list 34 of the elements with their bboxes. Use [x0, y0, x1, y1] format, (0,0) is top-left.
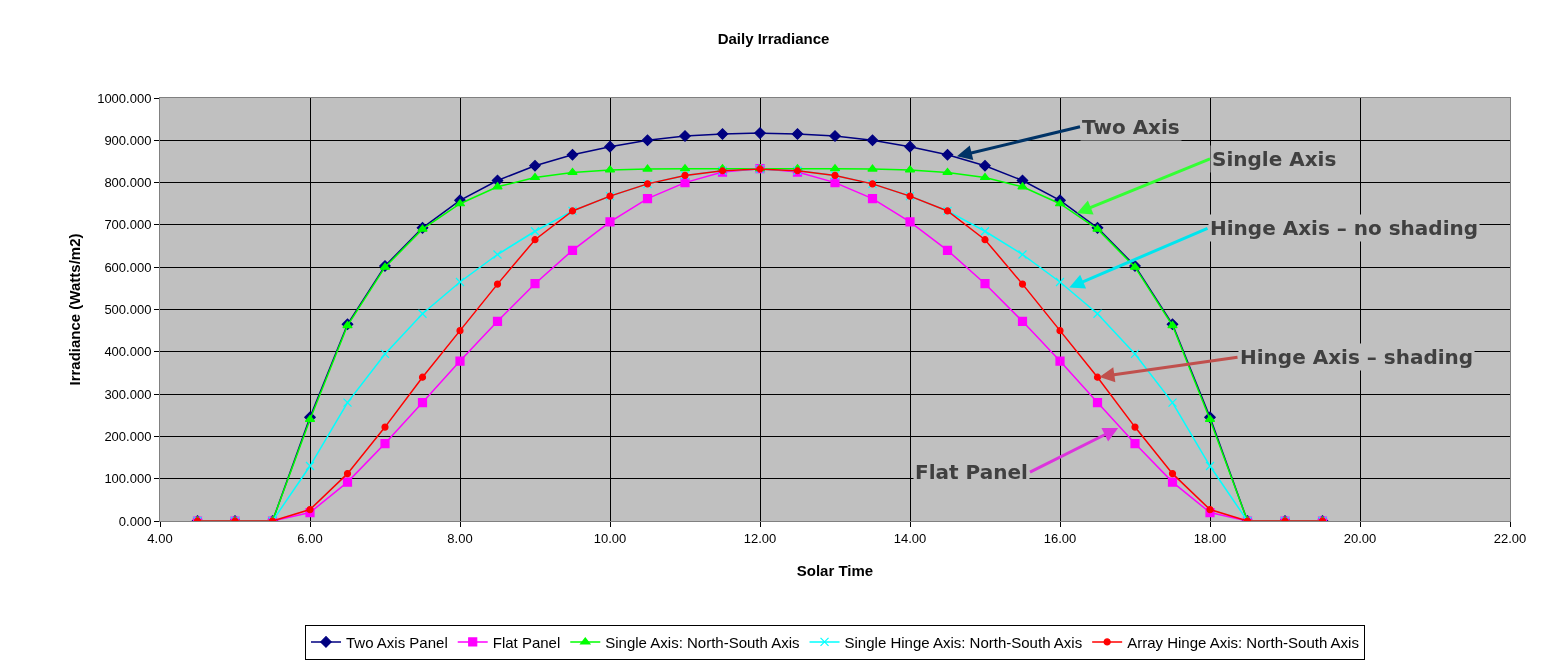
legend-label: Flat Panel [492, 633, 561, 651]
y-tick-label: 500.000 [104, 302, 152, 318]
y-tick-label: 300.000 [104, 386, 152, 402]
y-tick-label: 0.000 [118, 513, 152, 529]
x-tick-label: 22.00 [1493, 530, 1527, 546]
y-tick-label: 600.000 [104, 259, 152, 275]
y-tick-label: 100.000 [104, 471, 152, 487]
y-tick-label: 800.000 [104, 175, 152, 191]
x-tick-label: 6.00 [297, 530, 323, 546]
x-axis-title: Solar Time [796, 561, 874, 579]
x-tick-label: 14.00 [893, 530, 927, 546]
annotation: Hinge Axis – shading [1240, 345, 1474, 369]
annotation: Single Axis [1212, 147, 1337, 171]
annotation: Flat Panel [915, 460, 1028, 484]
legend-label: Array Hinge Axis: North-South Axis [1127, 633, 1359, 651]
y-tick-label: 400.000 [104, 344, 152, 360]
legend-label: Two Axis Panel [346, 633, 448, 651]
annotation: Two Axis [1082, 115, 1180, 139]
chart-title: Daily Irradiance [717, 30, 830, 48]
y-tick-label: 700.000 [104, 217, 152, 233]
x-tick-label: 16.00 [1043, 530, 1077, 546]
y-tick-label: 900.000 [104, 132, 152, 148]
x-tick-label: 10.00 [593, 530, 627, 546]
y-tick-label: 1000.000 [97, 90, 152, 106]
x-tick-label: 4.00 [147, 530, 173, 546]
x-tick-label: 20.00 [1343, 530, 1377, 546]
x-tick-label: 8.00 [447, 530, 473, 546]
legend-label: Single Hinge Axis: North-South Axis [844, 633, 1083, 651]
annotation: Hinge Axis – no shading [1210, 216, 1479, 240]
x-tick-label: 12.00 [743, 530, 777, 546]
legend-label: Single Axis: North-South Axis [605, 633, 800, 651]
y-axis-title: Irradiance (Watts/m2) [66, 233, 84, 386]
y-tick-label: 200.000 [104, 428, 152, 444]
x-tick-label: 18.00 [1193, 530, 1227, 546]
